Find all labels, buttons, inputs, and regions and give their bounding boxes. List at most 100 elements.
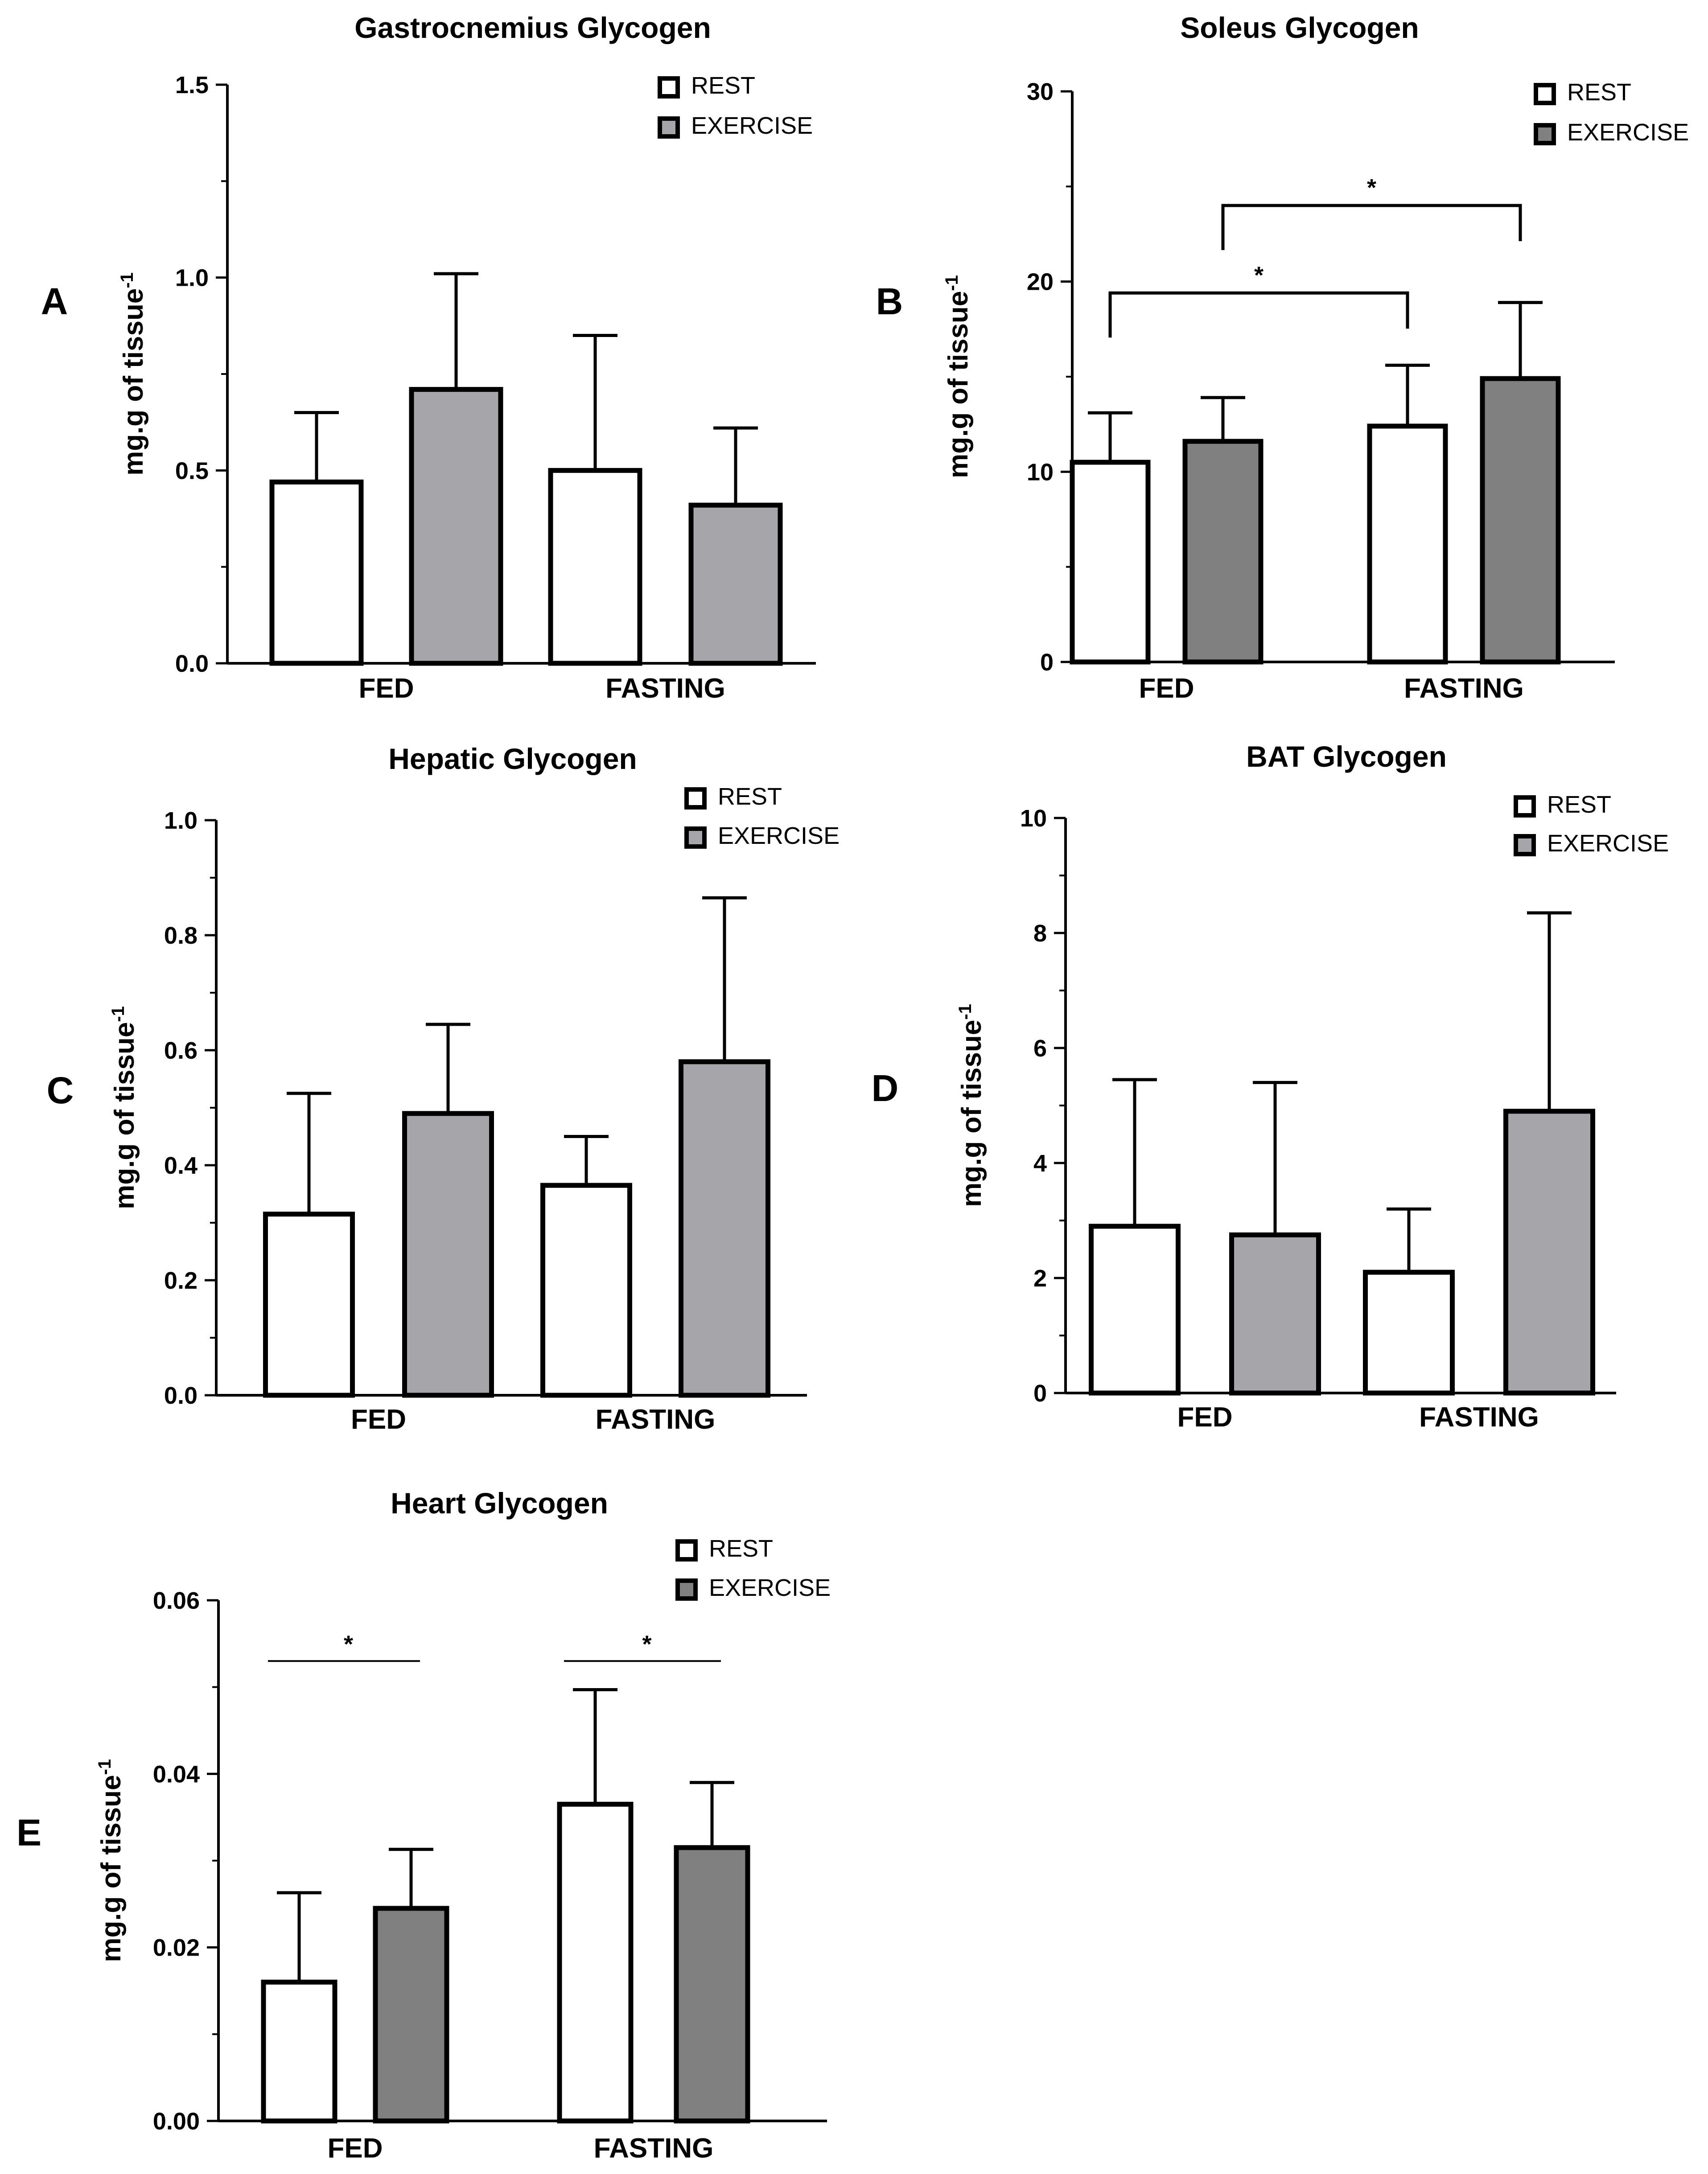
- y-axis-label-superscript: -1: [95, 1759, 115, 1775]
- y-axis-label-superscript: -1: [108, 1006, 128, 1022]
- legend-label: REST: [709, 1535, 773, 1562]
- y-tick-label: 0.6: [164, 1037, 198, 1064]
- y-axis-label-superscript: -1: [955, 1004, 975, 1020]
- legend-swatch-rest: [684, 787, 707, 810]
- chart-title: Soleus Glycogen: [1180, 11, 1419, 44]
- y-axis-label: mg.g of tissue-1: [955, 1004, 987, 1207]
- y-tick-label: 1.0: [175, 265, 209, 292]
- y-axis-label-text: mg.g of tissue: [956, 1020, 987, 1207]
- chart-title: BAT Glycogen: [1246, 740, 1447, 773]
- y-tick-label: 0.8: [164, 922, 198, 949]
- panel-c: Hepatic Glycogen C mg.g of tissue-1 0.0 0.2 0…: [47, 742, 840, 1435]
- panel-letter: E: [16, 1812, 41, 1853]
- y-tick-label: 0.2: [164, 1267, 198, 1294]
- x-category-label: FASTING: [596, 1404, 716, 1435]
- panel-d: BAT Glycogen D mg.g of tissue-1 0 2 4 6 8 10 FED F…: [872, 740, 1669, 1433]
- bar-exercise: [1229, 1232, 1321, 1396]
- y-axis-label: mg.g of tissue-1: [95, 1759, 127, 1962]
- legend-label: EXERCISE: [718, 822, 840, 849]
- legend-label: REST: [691, 72, 755, 99]
- y-tick-label: 0.00: [153, 2108, 200, 2135]
- y-tick-label: 6: [1033, 1035, 1047, 1062]
- panel-letter: D: [872, 1067, 899, 1109]
- y-axis-label: mg.g of tissue-1: [108, 1006, 140, 1209]
- legend-swatch-rest: [675, 1539, 698, 1562]
- panel-letter: B: [876, 280, 903, 322]
- significance-marker: *: [344, 1631, 353, 1657]
- x-category-label: FASTING: [1419, 1402, 1539, 1433]
- y-tick-label: 10: [1027, 459, 1054, 485]
- chart-title: Heart Glycogen: [391, 1487, 608, 1520]
- y-tick-label: 4: [1033, 1150, 1047, 1177]
- bar-rest: [557, 1801, 634, 2124]
- legend-swatch-exercise: [1514, 834, 1536, 856]
- x-category-label: FASTING: [1404, 673, 1524, 704]
- y-tick-label: 0: [1033, 1380, 1047, 1407]
- legend-label: EXERCISE: [691, 112, 813, 139]
- bar-exercise: [1480, 376, 1561, 665]
- y-tick-label: 0.04: [153, 1761, 200, 1788]
- significance-marker: *: [1367, 174, 1376, 201]
- bar-exercise: [688, 502, 783, 666]
- bar-exercise: [402, 1111, 494, 1398]
- significance-bracket: [1221, 204, 1522, 250]
- y-tick-label: 0.02: [153, 1935, 200, 1961]
- significance-bracket: [1108, 291, 1409, 338]
- y-tick-label: 1.0: [164, 807, 198, 834]
- panel-e: Heart Glycogen E mg.g of tissue-1 0.00 0.02 0…: [16, 1487, 831, 2164]
- y-tick-label: 8: [1033, 920, 1047, 947]
- bar-rest: [263, 1212, 355, 1398]
- bar-exercise: [679, 1059, 770, 1398]
- bar-rest: [261, 1980, 337, 2124]
- legend-swatch-exercise: [684, 826, 707, 849]
- legend-swatch-exercise: [1534, 123, 1556, 145]
- y-axis-label-text: mg.g of tissue: [109, 1022, 140, 1209]
- legend-swatch-exercise: [675, 1578, 698, 1601]
- significance-marker: *: [1254, 262, 1264, 288]
- legend-label: EXERCISE: [1567, 119, 1689, 146]
- panel-letter: A: [41, 280, 68, 322]
- bar-rest: [548, 468, 642, 666]
- y-tick-label: 30: [1027, 78, 1054, 105]
- significance-marker: *: [642, 1631, 651, 1657]
- y-axis-label: mg.g of tissue-1: [117, 272, 149, 476]
- bar-rest: [1363, 1270, 1455, 1396]
- legend-label: REST: [718, 783, 782, 810]
- legend-label: REST: [1567, 79, 1631, 106]
- x-category-label: FASTING: [594, 2133, 714, 2164]
- bar-exercise: [1503, 1109, 1595, 1396]
- y-axis-label-text: mg.g of tissue: [118, 288, 149, 476]
- x-category-label: FED: [351, 1404, 406, 1435]
- y-tick-label: 0.0: [164, 1382, 198, 1409]
- x-category-label: FED: [328, 2133, 383, 2164]
- legend-label: REST: [1547, 791, 1611, 818]
- legend-swatch-rest: [1514, 795, 1536, 818]
- y-axis-label: mg.g of tissue-1: [942, 275, 974, 478]
- x-category-label: FED: [1139, 673, 1194, 704]
- y-tick-label: 10: [1020, 805, 1047, 832]
- bar-exercise: [1182, 439, 1264, 665]
- y-tick-label: 0.06: [153, 1587, 200, 1614]
- y-tick-label: 2: [1033, 1265, 1047, 1292]
- panel-a: Gastrocnemius Glycogen A mg.g of tissue-1 0…: [41, 11, 816, 704]
- bar-exercise: [674, 1845, 750, 2124]
- y-axis-label-text: mg.g of tissue: [943, 291, 974, 478]
- bar-rest: [1089, 1224, 1181, 1396]
- y-axis-label-superscript: -1: [117, 272, 137, 288]
- x-category-label: FASTING: [605, 673, 725, 704]
- legend-label: EXERCISE: [1547, 830, 1669, 857]
- legend-label: EXERCISE: [709, 1574, 831, 1601]
- bar-exercise: [409, 387, 503, 666]
- bar-rest: [1070, 460, 1151, 665]
- y-tick-label: 0.4: [164, 1152, 198, 1179]
- legend-swatch-exercise: [658, 116, 680, 139]
- y-tick-label: 20: [1027, 269, 1054, 296]
- bar-rest: [269, 479, 364, 666]
- legend-swatch-rest: [658, 76, 680, 99]
- chart-title: Gastrocnemius Glycogen: [354, 11, 711, 44]
- bar-rest: [540, 1183, 632, 1398]
- bar-rest: [1367, 423, 1448, 665]
- y-tick-label: 1.5: [175, 72, 209, 99]
- panel-b: Soleus Glycogen B mg.g of tissue-1 0 10 20 30 F…: [876, 11, 1689, 704]
